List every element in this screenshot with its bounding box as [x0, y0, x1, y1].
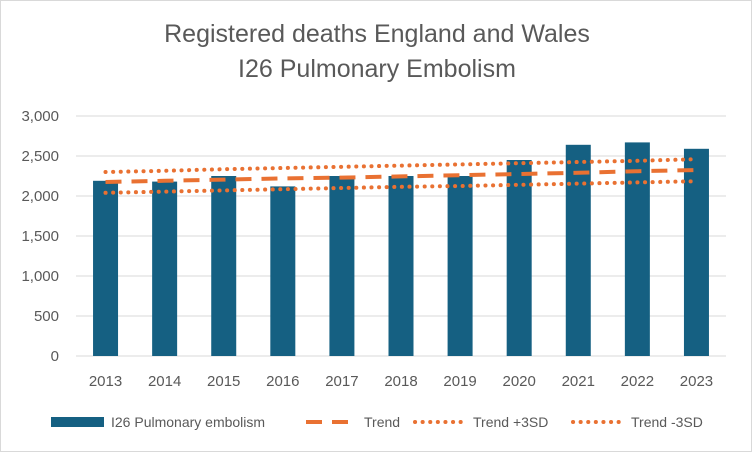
bar [447, 176, 473, 356]
x-tick-label: 2023 [680, 373, 713, 390]
bar [624, 142, 650, 356]
bar [683, 148, 709, 356]
chart-title: Registered deaths England and Wales I26 … [1, 17, 752, 87]
y-tick-label: 1,000 [21, 268, 59, 285]
x-tick-label: 2021 [562, 373, 595, 390]
x-tick-label: 2016 [266, 373, 299, 390]
bar [270, 186, 296, 356]
bar [565, 144, 591, 356]
bar [388, 176, 414, 356]
y-tick-label: 2,500 [21, 148, 59, 165]
legend-label: Trend [364, 414, 400, 430]
bar [152, 181, 178, 356]
chart-title-line-2: I26 Pulmonary Embolism [238, 55, 516, 83]
legend-label: Trend -3SD [631, 414, 703, 430]
chart-title-line-1: Registered deaths England and Wales [164, 20, 590, 48]
x-tick-label: 2018 [384, 373, 417, 390]
x-tick-label: 2014 [148, 373, 181, 390]
y-tick-label: 3,000 [21, 108, 59, 125]
y-tick-label: 2,000 [21, 188, 59, 205]
y-tick-label: 0 [51, 348, 59, 365]
y-tick-label: 500 [34, 308, 59, 325]
series-line-trend-3sd [103, 179, 699, 195]
x-tick-label: 2022 [621, 373, 654, 390]
x-tick-label: 2019 [443, 373, 476, 390]
bar [211, 176, 237, 356]
bar [93, 180, 119, 356]
legend-swatch [51, 417, 104, 427]
bar [506, 160, 532, 356]
y-tick-label: 1,500 [21, 228, 59, 245]
x-tick-label: 2015 [207, 373, 240, 390]
legend-label: I26 Pulmonary embolism [111, 414, 265, 430]
bar [329, 176, 355, 356]
series-line-trend-3sd [103, 157, 699, 174]
legend-label: Trend +3SD [473, 414, 548, 430]
x-tick-label: 2020 [502, 373, 535, 390]
x-tick-label: 2017 [325, 373, 358, 390]
series-line-trend [105, 168, 697, 184]
x-tick-label: 2013 [89, 373, 122, 390]
